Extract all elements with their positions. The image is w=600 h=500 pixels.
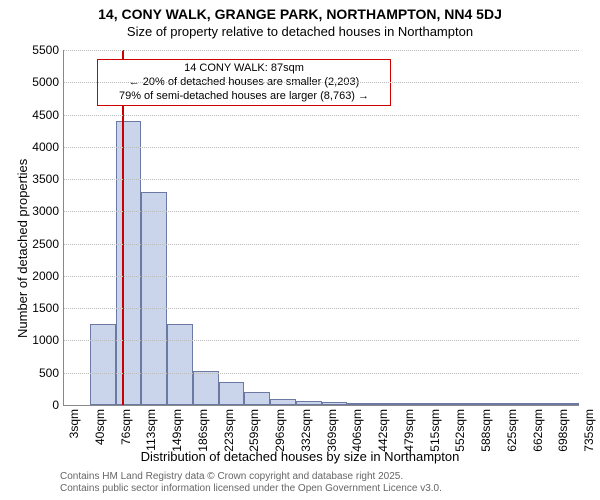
y-tick-label: 4500 bbox=[25, 108, 59, 122]
histogram-bar bbox=[528, 403, 554, 405]
title-main: 14, CONY WALK, GRANGE PARK, NORTHAMPTON,… bbox=[0, 6, 600, 22]
x-tick-label: 76sqm bbox=[119, 409, 133, 459]
x-tick-label: 588sqm bbox=[479, 409, 493, 459]
x-tick-label: 332sqm bbox=[299, 409, 313, 459]
y-tick-label: 3500 bbox=[25, 172, 59, 186]
y-tick-label: 2000 bbox=[25, 269, 59, 283]
y-tick-label: 1000 bbox=[25, 333, 59, 347]
gridline bbox=[64, 115, 579, 116]
x-tick-label: 442sqm bbox=[376, 409, 390, 459]
histogram-bar bbox=[244, 392, 270, 405]
x-tick-label: 662sqm bbox=[531, 409, 545, 459]
gridline bbox=[64, 50, 579, 51]
histogram-bar bbox=[399, 403, 425, 405]
x-tick-label: 515sqm bbox=[428, 409, 442, 459]
y-tick-label: 1500 bbox=[25, 301, 59, 315]
footer-line-1: Contains HM Land Registry data © Crown c… bbox=[60, 471, 442, 483]
y-tick-label: 5000 bbox=[25, 75, 59, 89]
title-sub: Size of property relative to detached ho… bbox=[0, 24, 600, 39]
histogram-bar bbox=[322, 402, 348, 405]
gridline bbox=[64, 373, 579, 374]
histogram-bar bbox=[219, 382, 245, 405]
histogram-bar bbox=[347, 403, 373, 405]
gridline bbox=[64, 147, 579, 148]
histogram-bar bbox=[450, 403, 476, 405]
histogram-bar bbox=[193, 371, 219, 405]
x-tick-label: 149sqm bbox=[170, 409, 184, 459]
gridline bbox=[64, 340, 579, 341]
gridline bbox=[64, 276, 579, 277]
y-tick-label: 5500 bbox=[25, 43, 59, 57]
x-tick-label: 40sqm bbox=[93, 409, 107, 459]
x-tick-label: 186sqm bbox=[196, 409, 210, 459]
x-tick-label: 369sqm bbox=[325, 409, 339, 459]
gridline bbox=[64, 211, 579, 212]
y-tick-label: 2500 bbox=[25, 237, 59, 251]
x-tick-label: 552sqm bbox=[453, 409, 467, 459]
histogram-bar bbox=[167, 324, 193, 405]
x-tick-label: 259sqm bbox=[247, 409, 261, 459]
x-tick-label: 625sqm bbox=[505, 409, 519, 459]
y-tick-label: 3000 bbox=[25, 204, 59, 218]
histogram-bar bbox=[296, 401, 322, 405]
footer: Contains HM Land Registry data © Crown c… bbox=[60, 471, 442, 495]
gridline bbox=[64, 244, 579, 245]
x-tick-label: 406sqm bbox=[350, 409, 364, 459]
footer-line-2: Contains public sector information licen… bbox=[60, 483, 442, 495]
x-tick-label: 223sqm bbox=[222, 409, 236, 459]
histogram-bar bbox=[502, 403, 528, 405]
y-tick-label: 4000 bbox=[25, 140, 59, 154]
x-tick-label: 296sqm bbox=[273, 409, 287, 459]
gridline bbox=[64, 308, 579, 309]
x-tick-label: 3sqm bbox=[67, 409, 81, 459]
plot-area: 14 CONY WALK: 87sqm ← 20% of detached ho… bbox=[63, 50, 579, 406]
histogram-bar bbox=[425, 403, 451, 405]
info-line-1: 14 CONY WALK: 87sqm bbox=[102, 62, 386, 76]
y-tick-label: 0 bbox=[25, 398, 59, 412]
histogram-bar bbox=[476, 403, 502, 405]
histogram-bar bbox=[270, 399, 296, 405]
y-tick-label: 500 bbox=[25, 366, 59, 380]
histogram-bar bbox=[116, 121, 142, 405]
histogram-bar bbox=[373, 403, 399, 405]
x-tick-label: 479sqm bbox=[402, 409, 416, 459]
info-line-3: 79% of semi-detached houses are larger (… bbox=[102, 90, 386, 104]
histogram-bar bbox=[553, 403, 579, 405]
gridline bbox=[64, 82, 579, 83]
histogram-bar bbox=[90, 324, 116, 405]
gridline bbox=[64, 179, 579, 180]
x-tick-label: 735sqm bbox=[582, 409, 596, 459]
x-tick-label: 698sqm bbox=[556, 409, 570, 459]
x-tick-label: 113sqm bbox=[144, 409, 158, 459]
chart-container: { "titles": { "main": "14, CONY WALK, GR… bbox=[0, 0, 600, 500]
